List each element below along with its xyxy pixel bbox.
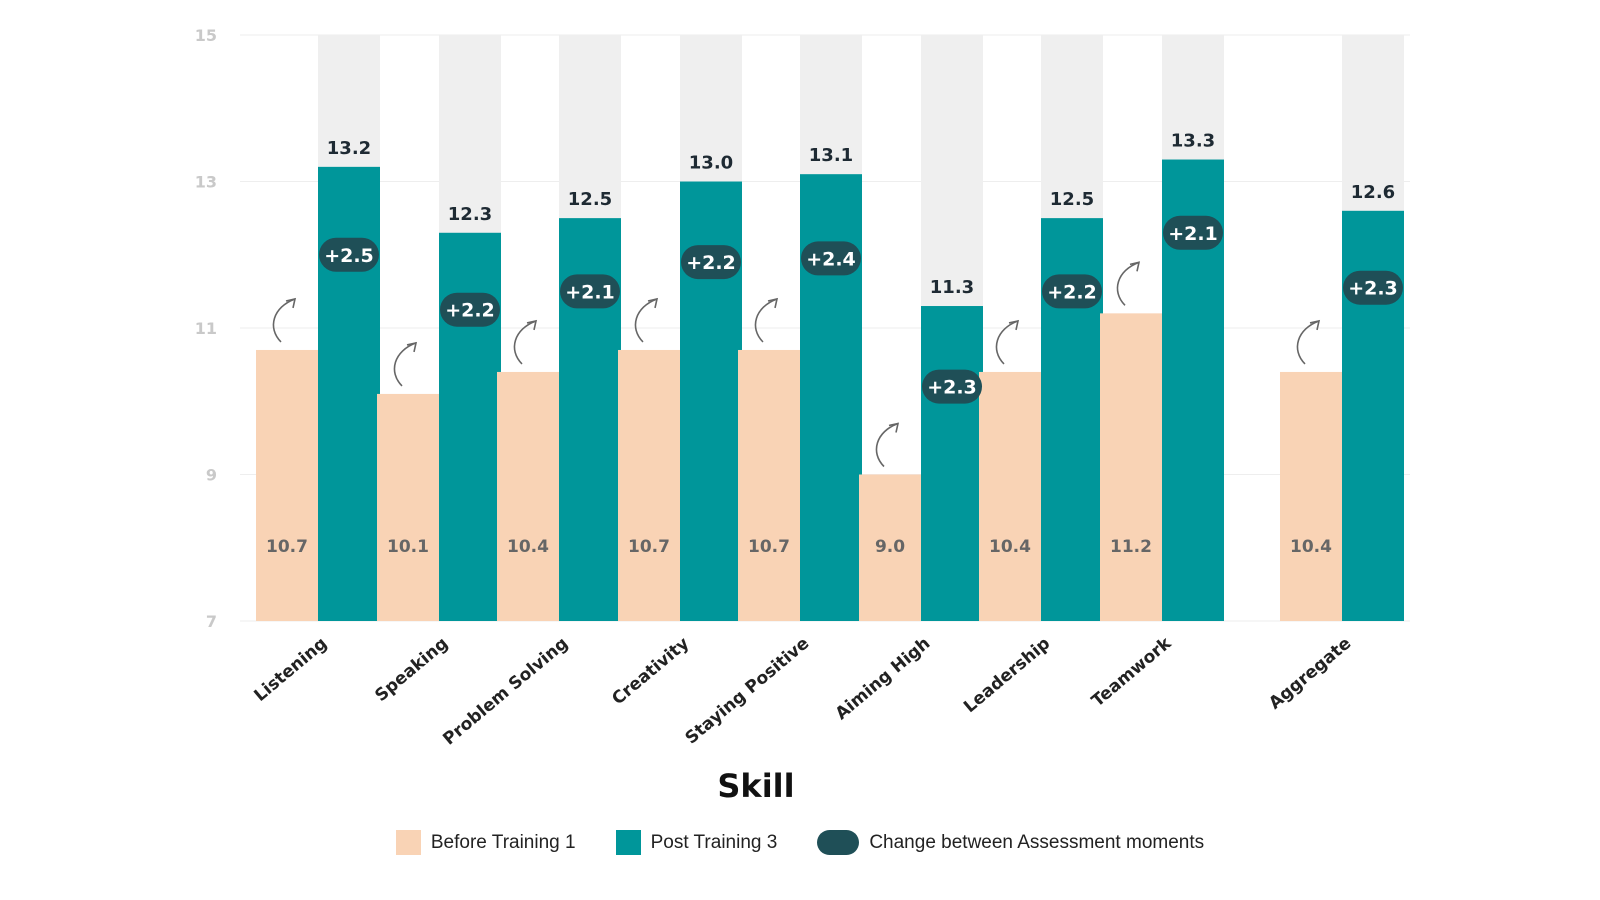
x-tick-label: Aiming High bbox=[832, 634, 935, 725]
legend-item-change: Change between Assessment moments bbox=[817, 830, 1204, 855]
change-pill bbox=[922, 369, 982, 404]
arrowhead-icon bbox=[285, 297, 297, 309]
post-training-bar bbox=[439, 232, 501, 621]
before-training-bar bbox=[256, 349, 318, 621]
post-value-label: 12.3 bbox=[448, 204, 492, 225]
curved-arrow-icon bbox=[1296, 320, 1320, 365]
legend-item-post: Post Training 3 bbox=[615, 830, 778, 855]
legend-swatch-before bbox=[395, 830, 421, 855]
post-training-bar bbox=[318, 166, 380, 621]
legend-label-post: Post Training 3 bbox=[650, 831, 778, 853]
change-pill bbox=[319, 237, 379, 272]
legend-swatch-post bbox=[615, 830, 641, 855]
change-pill-label: +2.2 bbox=[686, 252, 736, 274]
before-value-label: 10.4 bbox=[1290, 537, 1332, 557]
change-pill-label: +2.4 bbox=[806, 248, 856, 270]
before-value-label: 10.4 bbox=[989, 537, 1031, 557]
y-tick-label: 13 bbox=[195, 173, 217, 192]
before-training-bar bbox=[1100, 313, 1162, 621]
change-pill bbox=[681, 245, 741, 280]
arrowhead-icon bbox=[1129, 261, 1141, 272]
change-pill bbox=[560, 274, 620, 309]
y-tick-label: 15 bbox=[195, 26, 217, 45]
y-tick-label: 11 bbox=[195, 319, 217, 338]
before-value-label: 10.7 bbox=[628, 537, 670, 557]
curved-arrow-icon bbox=[634, 298, 658, 343]
change-pill-label: +2.1 bbox=[1168, 223, 1218, 245]
before-training-bar bbox=[738, 349, 800, 621]
x-tick-label: Teamwork bbox=[1088, 633, 1176, 711]
change-pill bbox=[801, 241, 861, 276]
legend-swatch-change bbox=[817, 830, 860, 855]
before-value-label: 10.4 bbox=[507, 537, 549, 557]
post-value-label: 13.0 bbox=[689, 153, 733, 174]
before-training-bar bbox=[377, 393, 439, 621]
change-pill-label: +2.2 bbox=[1047, 281, 1097, 303]
legend: Before Training 1 Post Training 3 Change… bbox=[0, 830, 1600, 855]
change-pill bbox=[440, 292, 500, 327]
before-value-label: 11.2 bbox=[1110, 537, 1152, 557]
curved-arrow-icon bbox=[393, 342, 417, 387]
y-tick-label: 9 bbox=[206, 466, 217, 485]
x-tick-label: Aggregate bbox=[1265, 634, 1355, 714]
curved-arrow-icon bbox=[754, 298, 778, 343]
x-tick-label: Leadership bbox=[960, 634, 1054, 718]
before-training-bar bbox=[979, 371, 1041, 621]
post-value-label: 12.6 bbox=[1351, 182, 1395, 203]
before-value-label: 10.7 bbox=[748, 537, 790, 557]
post-value-label: 11.3 bbox=[930, 277, 974, 298]
legend-label-before: Before Training 1 bbox=[430, 831, 576, 853]
change-pill bbox=[1163, 215, 1223, 250]
change-pill-label: +2.1 bbox=[565, 281, 615, 303]
before-value-label: 10.7 bbox=[266, 537, 308, 557]
x-tick-label: Speaking bbox=[371, 634, 452, 706]
arrowhead-icon bbox=[767, 297, 779, 309]
before-training-bar bbox=[497, 371, 559, 621]
legend-item-before: Before Training 1 bbox=[395, 830, 576, 855]
post-value-label: 13.2 bbox=[327, 138, 371, 159]
change-pill bbox=[1042, 274, 1102, 309]
curved-arrow-icon bbox=[513, 320, 537, 365]
arrowhead-icon bbox=[526, 319, 538, 331]
post-value-label: 12.5 bbox=[568, 189, 612, 210]
arrowhead-icon bbox=[1309, 319, 1321, 331]
arrowhead-icon bbox=[888, 422, 900, 433]
y-tick-label: 7 bbox=[206, 612, 217, 631]
before-value-label: 10.1 bbox=[387, 537, 429, 557]
arrowhead-icon bbox=[647, 297, 659, 309]
change-pill bbox=[1343, 270, 1403, 305]
post-training-bar bbox=[921, 306, 983, 621]
x-tick-label: Creativity bbox=[608, 634, 693, 710]
before-training-bar bbox=[859, 474, 921, 621]
post-value-label: 13.1 bbox=[809, 145, 853, 166]
arrowhead-icon bbox=[1008, 319, 1020, 331]
post-value-label: 12.5 bbox=[1050, 189, 1094, 210]
before-value-label: 9.0 bbox=[875, 537, 905, 557]
legend-label-change: Change between Assessment moments bbox=[869, 831, 1205, 853]
change-pill-label: +2.2 bbox=[445, 300, 495, 322]
post-training-bar bbox=[800, 174, 862, 622]
change-pill-label: +2.3 bbox=[1348, 278, 1398, 300]
x-tick-label: Staying Positive bbox=[682, 634, 814, 749]
post-value-label: 13.3 bbox=[1171, 131, 1215, 152]
x-axis-title: Skill bbox=[717, 767, 794, 805]
before-training-bar bbox=[1280, 371, 1342, 621]
before-training-bar bbox=[618, 349, 680, 621]
curved-arrow-icon bbox=[875, 422, 899, 468]
x-tick-label: Problem Solving bbox=[439, 634, 572, 750]
curved-arrow-icon bbox=[272, 298, 296, 343]
curved-arrow-icon bbox=[1116, 261, 1140, 306]
change-pill-label: +2.3 bbox=[927, 377, 977, 399]
x-tick-label: Listening bbox=[250, 634, 331, 706]
arrowhead-icon bbox=[406, 341, 418, 353]
curved-arrow-icon bbox=[995, 320, 1019, 365]
change-pill-label: +2.5 bbox=[324, 245, 374, 267]
